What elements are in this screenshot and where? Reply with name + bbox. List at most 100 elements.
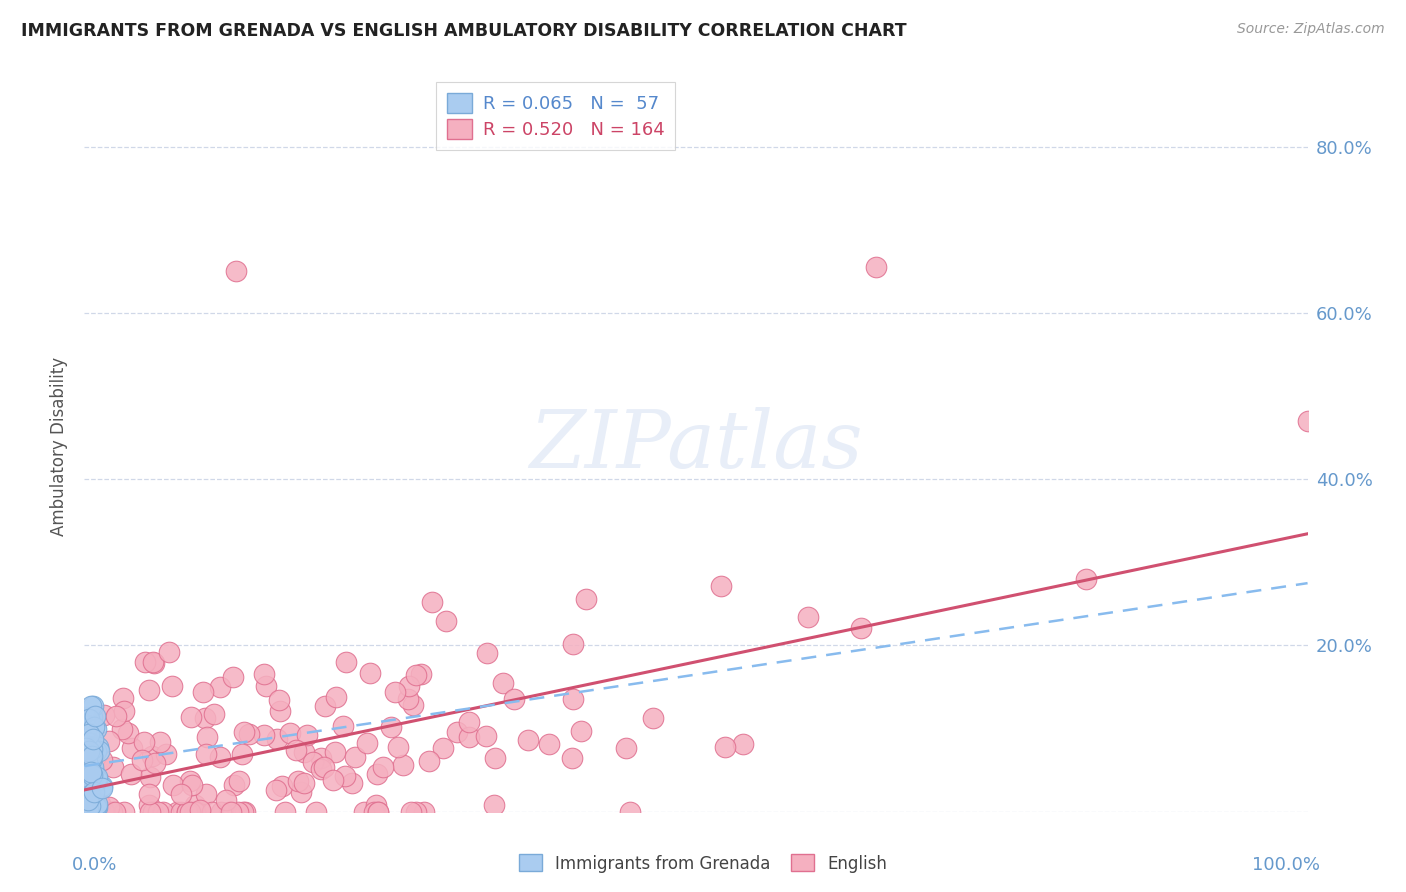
- Point: [82, 805, 104, 819]
- Point: [83, 709, 105, 723]
- Point: [226, 805, 249, 819]
- Point: [201, 805, 224, 819]
- Point: [80, 765, 103, 780]
- Point: [254, 679, 277, 693]
- Point: [76, 755, 98, 769]
- Point: [79, 744, 101, 758]
- Point: [194, 711, 217, 725]
- Point: [180, 710, 202, 724]
- Legend: R = 0.065   N =  57, R = 0.520   N = 164: R = 0.065 N = 57, R = 0.520 N = 164: [436, 82, 675, 150]
- Point: [225, 264, 247, 278]
- Point: [162, 679, 184, 693]
- Point: [77, 801, 100, 815]
- Point: [170, 787, 193, 801]
- Point: [191, 685, 214, 699]
- Point: [93, 805, 115, 819]
- Point: [76, 721, 98, 735]
- Point: [197, 730, 219, 744]
- Point: [142, 805, 165, 819]
- Point: [641, 711, 664, 725]
- Point: [285, 742, 308, 756]
- Point: [82, 792, 104, 806]
- Point: [305, 805, 328, 819]
- Point: [91, 779, 114, 793]
- Point: [75, 796, 97, 810]
- Point: [484, 751, 506, 765]
- Point: [475, 646, 498, 660]
- Point: [86, 800, 108, 814]
- Point: [138, 787, 160, 801]
- Text: 0.0%: 0.0%: [72, 855, 118, 873]
- Point: [91, 753, 114, 767]
- Point: [166, 805, 188, 819]
- Point: [80, 699, 103, 714]
- Point: [138, 798, 160, 813]
- Point: [269, 704, 291, 718]
- Point: [333, 769, 356, 783]
- Point: [77, 768, 100, 782]
- Point: [398, 680, 420, 694]
- Point: [79, 771, 101, 785]
- Point: [112, 691, 135, 706]
- Point: [575, 591, 598, 606]
- Point: [143, 656, 166, 670]
- Point: [384, 685, 406, 699]
- Point: [380, 720, 402, 734]
- Point: [76, 751, 98, 765]
- Point: [561, 637, 583, 651]
- Point: [80, 753, 103, 767]
- Point: [314, 698, 336, 713]
- Point: [77, 772, 100, 787]
- Point: [83, 769, 105, 783]
- Point: [86, 770, 108, 784]
- Point: [77, 713, 100, 727]
- Point: [502, 692, 524, 706]
- Point: [149, 734, 172, 748]
- Point: [75, 709, 97, 723]
- Point: [82, 805, 104, 819]
- Point: [865, 260, 887, 275]
- Point: [366, 798, 388, 813]
- Text: ZIPatlas: ZIPatlas: [529, 408, 863, 484]
- Point: [132, 734, 155, 748]
- Point: [77, 772, 100, 787]
- Point: [231, 747, 253, 761]
- Point: [356, 736, 378, 750]
- Point: [87, 743, 110, 757]
- Point: [420, 595, 443, 609]
- Point: [228, 773, 250, 788]
- Point: [399, 805, 422, 819]
- Point: [340, 776, 363, 790]
- Point: [516, 732, 538, 747]
- Point: [218, 805, 240, 819]
- Point: [222, 670, 245, 684]
- Point: [76, 767, 98, 781]
- Point: [82, 767, 104, 781]
- Point: [569, 723, 592, 738]
- Point: [75, 776, 97, 790]
- Point: [176, 805, 198, 819]
- Point: [295, 729, 318, 743]
- Point: [561, 751, 583, 765]
- Point: [179, 774, 201, 789]
- Point: [290, 785, 312, 799]
- Point: [302, 755, 325, 769]
- Point: [73, 739, 96, 754]
- Point: [111, 723, 134, 737]
- Point: [82, 764, 104, 778]
- Point: [82, 698, 104, 713]
- Point: [797, 609, 820, 624]
- Point: [80, 772, 103, 786]
- Point: [195, 747, 218, 761]
- Point: [117, 725, 139, 739]
- Point: [484, 797, 506, 812]
- Point: [112, 805, 135, 819]
- Point: [179, 805, 201, 819]
- Point: [86, 797, 108, 812]
- Point: [84, 723, 107, 737]
- Point: [162, 778, 184, 792]
- Point: [202, 707, 225, 722]
- Point: [432, 740, 454, 755]
- Point: [359, 666, 381, 681]
- Point: [614, 740, 637, 755]
